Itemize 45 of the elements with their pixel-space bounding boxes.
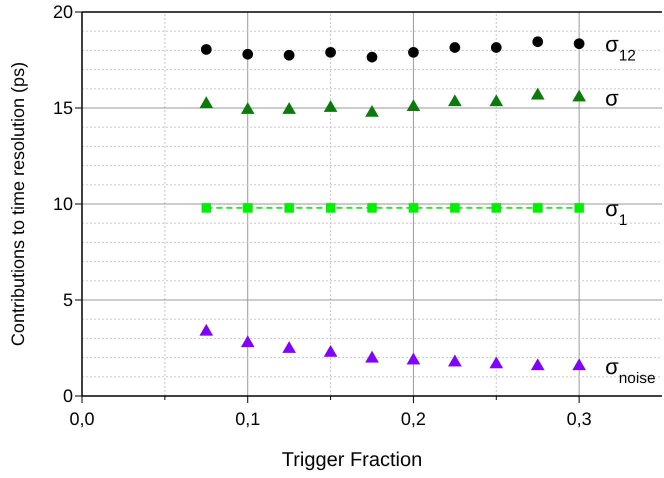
y-tick-label: 10 — [52, 194, 73, 214]
point — [366, 52, 378, 62]
point — [199, 324, 214, 336]
x-tick-label: 0,2 — [400, 408, 426, 429]
point — [324, 344, 338, 357]
point — [408, 46, 419, 58]
x-tick-label: 0,1 — [235, 408, 260, 429]
point — [282, 341, 296, 353]
point — [489, 356, 504, 368]
point — [365, 350, 379, 362]
point — [284, 203, 294, 213]
point — [450, 42, 460, 53]
point — [572, 358, 586, 370]
point — [406, 352, 420, 364]
y-tick-label: 5 — [62, 290, 73, 310]
point — [242, 203, 252, 213]
point — [532, 203, 542, 213]
x-axis-title: Trigger Fraction — [282, 449, 422, 471]
point — [492, 203, 502, 213]
y-axis-title: Contributions to time resolution (ps) — [8, 62, 28, 346]
point — [448, 354, 462, 366]
point — [326, 203, 336, 213]
y-tick-label: 0 — [62, 386, 73, 406]
point — [450, 203, 460, 213]
point — [408, 203, 418, 213]
point — [367, 203, 377, 213]
point — [574, 38, 584, 50]
point — [325, 46, 336, 58]
series-label: σ$_{1}$ — [605, 196, 628, 228]
y-tick-label: 20 — [52, 2, 73, 22]
series-label: σ$_{noise}$ — [605, 354, 656, 387]
point — [202, 203, 212, 213]
point — [240, 335, 255, 348]
point — [242, 48, 254, 60]
point — [532, 36, 544, 48]
x-tick-label: 0,0 — [69, 408, 95, 429]
series-label: σ$_{12}$ — [605, 32, 636, 64]
point — [574, 203, 584, 213]
point — [530, 358, 545, 370]
x-tick-label: 0,3 — [566, 408, 592, 429]
y-tick-label: 15 — [52, 98, 73, 118]
series-label: σ — [605, 85, 620, 110]
point — [284, 50, 294, 61]
point — [490, 42, 502, 53]
point — [200, 44, 212, 55]
